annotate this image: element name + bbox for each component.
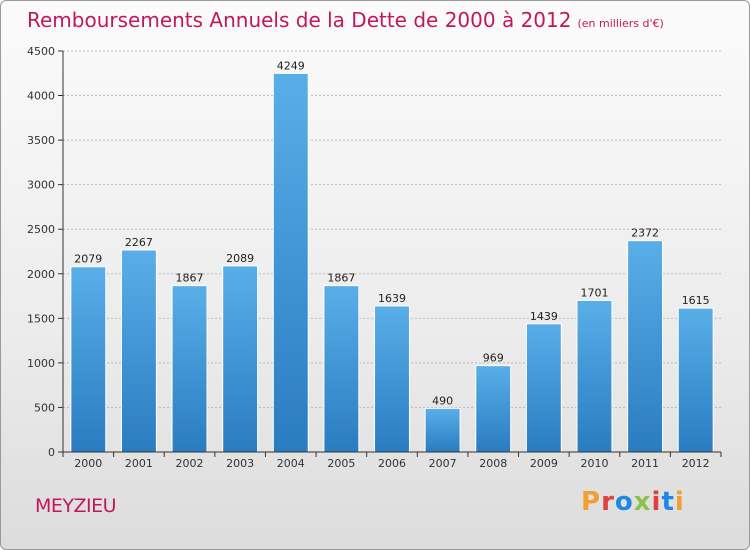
bar (374, 305, 410, 453)
x-tick-label: 2009 (530, 457, 558, 470)
logo-letter: i (651, 487, 662, 517)
x-tick-label: 2001 (125, 457, 153, 470)
bar-value-label: 1615 (682, 294, 710, 307)
city-name: MEYZIEU (35, 495, 117, 517)
bar (576, 299, 613, 453)
bar (424, 407, 461, 453)
bar (475, 365, 512, 453)
bar-value-label: 1867 (176, 272, 204, 285)
x-tick-label: 2003 (226, 457, 254, 470)
bars: 2079 2267 1867 2089 4249 1867 1639 490 969 1439 17… (70, 59, 714, 453)
y-tick-label: 4500 (27, 45, 55, 58)
y-tick-label: 0 (48, 446, 55, 459)
y-tick-label: 2000 (27, 268, 55, 281)
logo-letter: x (633, 487, 652, 517)
y-tick-label: 4000 (27, 90, 55, 103)
bar-value-label: 1639 (378, 292, 406, 305)
bar (222, 265, 259, 453)
y-tick-label: 3500 (27, 134, 55, 147)
x-tick-label: 2002 (176, 457, 204, 470)
bar-value-label: 969 (483, 352, 504, 365)
bar (525, 323, 562, 453)
bar-value-label: 2079 (74, 253, 102, 266)
chart-title: Remboursements Annuels de la Dette de 20… (27, 8, 664, 32)
x-tick-label: 2010 (580, 457, 608, 470)
bar (120, 249, 157, 453)
y-tick-label: 3000 (27, 179, 55, 192)
bar-value-label: 1701 (580, 286, 608, 299)
x-tick-label: 2004 (277, 457, 305, 470)
x-tick-label: 2008 (479, 457, 507, 470)
x-tick-label: 2012 (682, 457, 710, 470)
y-tick-label: 500 (34, 401, 55, 414)
bar-value-label: 2089 (226, 252, 254, 265)
y-tick-label: 1500 (27, 312, 55, 325)
bar-value-label: 2372 (631, 227, 659, 240)
y-tick-label: 1000 (27, 357, 55, 370)
chart-subtitle: (en milliers d'€) (577, 17, 664, 30)
x-tick-label: 2005 (327, 457, 355, 470)
y-axis: 0 500 1000 1500 2000 2500 3000 3500 4000 4500 (27, 45, 64, 459)
bar (677, 307, 714, 453)
bar (627, 240, 664, 453)
bar (323, 285, 360, 453)
chart-title-text: Remboursements Annuels de la Dette de 20… (27, 8, 572, 32)
logo-letter: r (601, 487, 615, 517)
logo-letter: i (674, 487, 685, 517)
logo-letter: t (661, 487, 675, 517)
x-axis: 2000 2001 2002 2003 2004 2005 2006 2007 2008 2009… (62, 451, 722, 470)
bar (272, 72, 309, 453)
x-tick-label: 2000 (74, 457, 102, 470)
bar-value-label: 1439 (530, 310, 558, 323)
bar (70, 266, 107, 453)
logo-letter: P (581, 487, 602, 517)
bar-value-label: 2267 (125, 236, 153, 249)
x-tick-label: 2006 (378, 457, 406, 470)
bar-value-label: 4249 (277, 59, 305, 72)
logo-letter: o (614, 487, 634, 517)
bar (171, 285, 208, 453)
y-tick-label: 2500 (27, 223, 55, 236)
x-tick-label: 2007 (429, 457, 457, 470)
proxiti-logo: Proxiti (581, 487, 685, 517)
x-tick-label: 2011 (631, 457, 659, 470)
bar-value-label: 1867 (327, 272, 355, 285)
bar-value-label: 490 (432, 394, 453, 407)
